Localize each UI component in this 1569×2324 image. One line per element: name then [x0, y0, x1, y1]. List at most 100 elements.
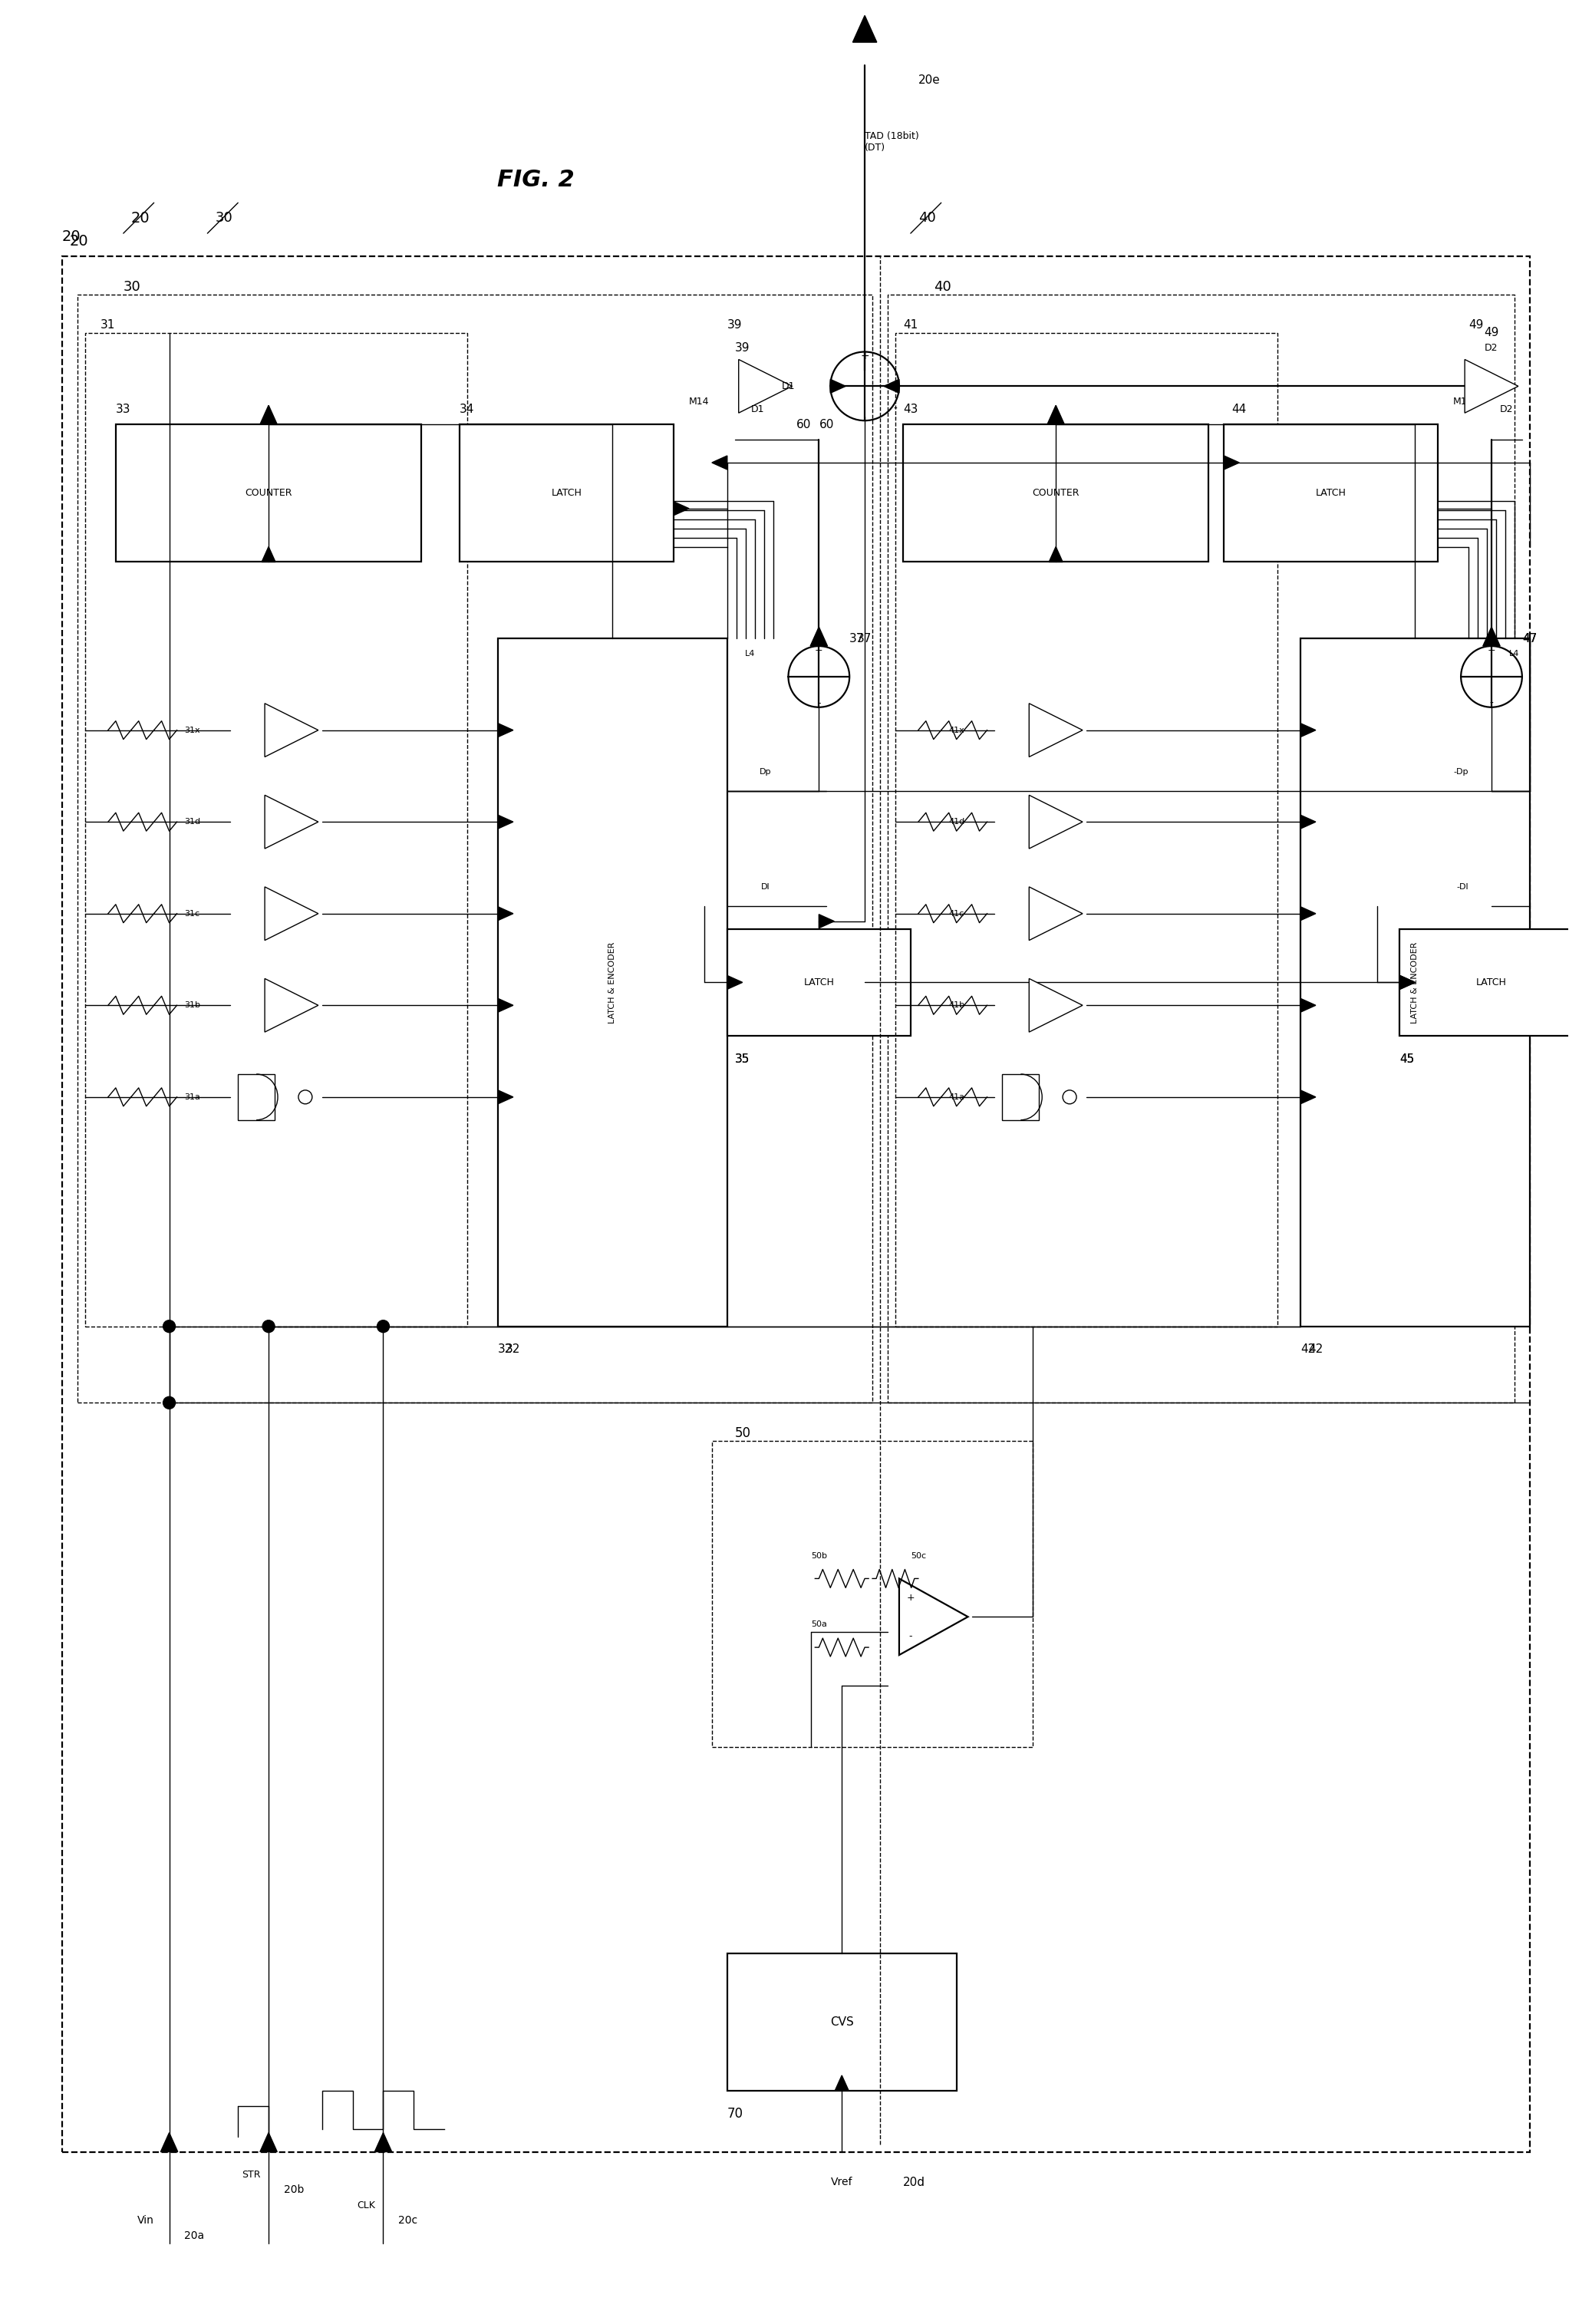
- Polygon shape: [835, 2075, 849, 2092]
- Text: 40: 40: [934, 279, 951, 293]
- Text: 60: 60: [795, 418, 811, 430]
- Polygon shape: [1047, 404, 1064, 425]
- Text: D1: D1: [781, 381, 795, 390]
- Bar: [712, 1441, 1032, 1748]
- Polygon shape: [1050, 546, 1062, 562]
- Bar: [63, 256, 1530, 2152]
- Text: 20: 20: [130, 211, 151, 225]
- Circle shape: [262, 1320, 275, 1332]
- Polygon shape: [1483, 627, 1500, 646]
- Polygon shape: [1301, 1090, 1316, 1104]
- Text: 20: 20: [71, 235, 89, 249]
- Text: 41: 41: [904, 318, 918, 330]
- Text: 41b: 41b: [949, 1002, 965, 1009]
- Text: D2: D2: [1500, 404, 1514, 414]
- Bar: [1301, 639, 1530, 1327]
- Polygon shape: [1029, 888, 1083, 941]
- Polygon shape: [726, 976, 742, 990]
- Circle shape: [377, 1320, 389, 1332]
- Bar: [726, 930, 910, 1037]
- Text: LATCH: LATCH: [551, 488, 582, 497]
- Text: 50: 50: [734, 1427, 752, 1441]
- Text: 47: 47: [1522, 632, 1538, 644]
- Polygon shape: [1029, 704, 1083, 758]
- Polygon shape: [265, 888, 319, 941]
- Text: 30: 30: [215, 211, 232, 225]
- Bar: [1003, 1074, 1039, 1120]
- Polygon shape: [819, 913, 835, 927]
- Text: 33: 33: [116, 404, 130, 416]
- Text: Vin: Vin: [137, 2215, 154, 2226]
- Text: LATCH: LATCH: [803, 978, 835, 988]
- Text: 42: 42: [1301, 1343, 1315, 1355]
- Polygon shape: [1224, 456, 1240, 469]
- Text: COUNTER: COUNTER: [245, 488, 292, 497]
- Text: D1: D1: [752, 404, 764, 414]
- Text: -Dl: -Dl: [1456, 883, 1469, 890]
- Polygon shape: [497, 723, 513, 737]
- Polygon shape: [1301, 999, 1316, 1013]
- Polygon shape: [830, 379, 846, 393]
- Polygon shape: [810, 627, 827, 646]
- Polygon shape: [160, 2133, 177, 2152]
- Text: 45: 45: [1400, 1053, 1415, 1064]
- Polygon shape: [1029, 978, 1083, 1032]
- Text: 20e: 20e: [918, 74, 940, 86]
- Text: 41c: 41c: [949, 909, 965, 918]
- Text: -: -: [1489, 697, 1494, 709]
- Text: -: -: [893, 404, 897, 414]
- Text: -Dp: -Dp: [1453, 769, 1469, 776]
- Text: TAD (18bit)
(DT): TAD (18bit) (DT): [865, 130, 919, 153]
- Text: 50b: 50b: [811, 1552, 827, 1559]
- Bar: [116, 425, 422, 562]
- Polygon shape: [739, 360, 792, 414]
- Polygon shape: [497, 1090, 513, 1104]
- Text: 44: 44: [1232, 404, 1246, 416]
- Text: Dl: Dl: [761, 883, 770, 890]
- Text: 20b: 20b: [284, 2185, 304, 2196]
- Text: 35: 35: [734, 1053, 750, 1064]
- Text: 47: 47: [1522, 632, 1538, 644]
- Text: 40: 40: [918, 211, 935, 225]
- Bar: [497, 639, 726, 1327]
- Text: CVS: CVS: [830, 2017, 854, 2027]
- Text: 31b: 31b: [185, 1002, 201, 1009]
- Bar: [904, 425, 1208, 562]
- Bar: [1224, 425, 1439, 562]
- Text: L4: L4: [745, 651, 755, 658]
- Text: 20: 20: [63, 230, 82, 244]
- Text: 31d: 31d: [185, 818, 201, 825]
- Text: 41d: 41d: [949, 818, 965, 825]
- Text: STR: STR: [242, 2171, 260, 2180]
- Polygon shape: [852, 16, 877, 42]
- Polygon shape: [1301, 906, 1316, 920]
- Circle shape: [163, 1320, 176, 1332]
- Text: 45: 45: [1400, 1053, 1415, 1064]
- Polygon shape: [1029, 795, 1083, 848]
- Text: LATCH: LATCH: [1316, 488, 1346, 497]
- Text: COUNTER: COUNTER: [1032, 488, 1079, 497]
- Text: LATCH: LATCH: [1476, 978, 1506, 988]
- Text: 39: 39: [734, 342, 750, 353]
- Text: 42: 42: [1309, 1343, 1323, 1355]
- Text: 41a: 41a: [949, 1092, 965, 1102]
- Text: 32: 32: [505, 1343, 521, 1355]
- Text: 30: 30: [124, 279, 141, 293]
- Polygon shape: [1400, 976, 1415, 990]
- Polygon shape: [497, 906, 513, 920]
- Text: CLK: CLK: [358, 2201, 375, 2210]
- Text: 31x: 31x: [185, 727, 201, 734]
- Text: 32: 32: [497, 1343, 513, 1355]
- Text: 50a: 50a: [811, 1620, 827, 1629]
- Text: 41x: 41x: [949, 727, 965, 734]
- Polygon shape: [1465, 360, 1519, 414]
- Text: 60: 60: [819, 418, 835, 430]
- Text: Vref: Vref: [832, 2178, 854, 2187]
- Bar: [85, 332, 468, 1327]
- Bar: [896, 332, 1277, 1327]
- Text: +: +: [1487, 644, 1495, 655]
- Polygon shape: [1301, 816, 1316, 830]
- Text: 20d: 20d: [904, 2178, 926, 2189]
- Text: 70: 70: [726, 2106, 744, 2119]
- Text: +: +: [814, 644, 824, 655]
